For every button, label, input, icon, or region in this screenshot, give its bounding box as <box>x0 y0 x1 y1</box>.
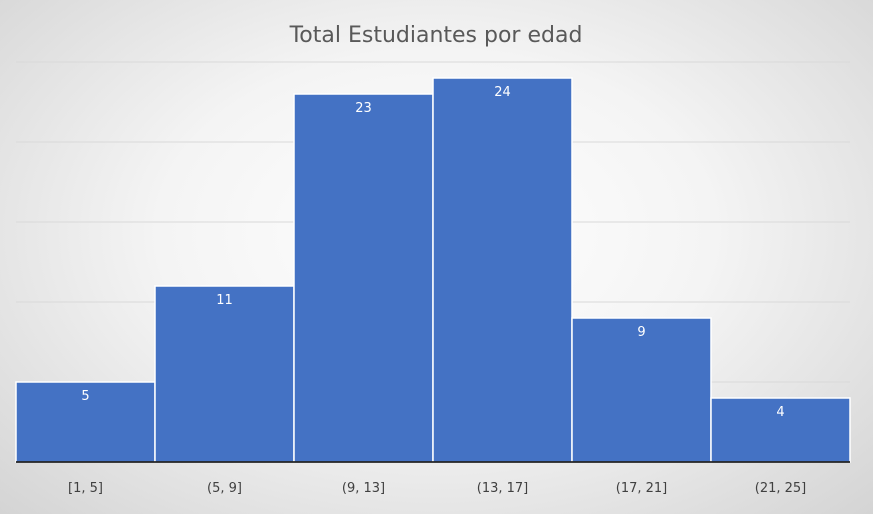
bar <box>432 77 573 463</box>
x-tick-label: (9, 13] <box>342 481 385 496</box>
bar <box>15 381 156 463</box>
data-label: 23 <box>355 101 372 116</box>
chart-title: Total Estudiantes por edad <box>289 23 583 48</box>
data-label: 24 <box>494 85 511 100</box>
x-tick-label: (17, 21] <box>616 481 668 496</box>
bar <box>710 397 851 463</box>
bar <box>293 93 434 463</box>
data-label: 5 <box>81 389 89 404</box>
bar <box>154 285 295 463</box>
data-label: 9 <box>637 325 645 340</box>
bars <box>15 77 851 463</box>
x-tick-labels: [1, 5] (5, 9] (9, 13] (13, 17] (17, 21] (21, … <box>68 481 806 496</box>
data-label: 4 <box>776 405 784 420</box>
x-tick-label: [1, 5] <box>68 481 103 496</box>
data-labels: 5 11 23 24 9 4 <box>81 85 784 420</box>
x-tick-label: (5, 9] <box>207 481 242 496</box>
x-tick-label: (13, 17] <box>477 481 529 496</box>
data-label: 11 <box>216 293 233 308</box>
x-tick-label: (21, 25] <box>755 481 807 496</box>
